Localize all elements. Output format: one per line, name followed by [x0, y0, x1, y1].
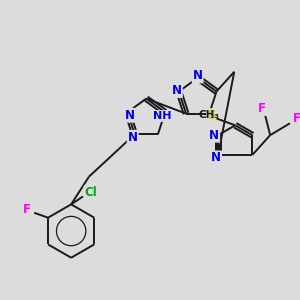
Text: CH₃: CH₃ [198, 110, 219, 120]
Text: F: F [23, 203, 31, 216]
Text: F: F [258, 102, 266, 115]
Text: F: F [293, 112, 300, 125]
Text: N: N [172, 84, 182, 97]
Text: N: N [209, 129, 219, 142]
Text: N: N [193, 69, 203, 82]
Text: NH: NH [153, 111, 172, 121]
Text: N: N [124, 109, 134, 122]
Text: S: S [207, 109, 215, 122]
Text: N: N [211, 152, 221, 164]
Text: N: N [128, 131, 138, 144]
Text: Cl: Cl [85, 186, 97, 199]
